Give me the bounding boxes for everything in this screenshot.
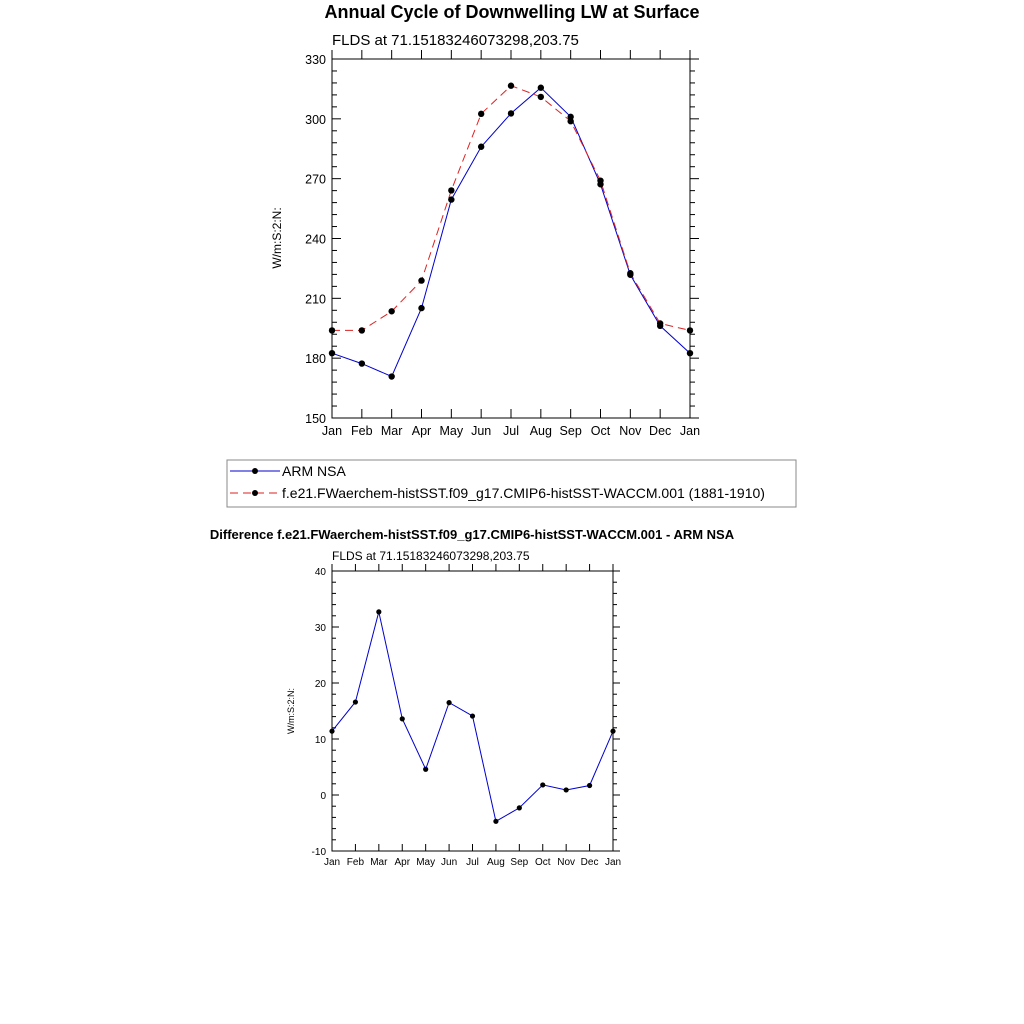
data-point (537, 93, 545, 101)
x-tick-label: Jan (324, 857, 340, 868)
x-tick-label: Aug (530, 424, 552, 438)
data-point (586, 782, 593, 789)
y-tick-label: 240 (305, 233, 326, 247)
legend-label-arm-nsa: ARM NSA (282, 463, 346, 479)
difference-subtitle: FLDS at 71.15183246073298,203.75 (332, 549, 530, 563)
difference-axis-ticks: Jan Feb Mar Apr May Jun Jul Aug Sep Oct Nov Dec Jan-… (312, 564, 621, 868)
x-tick-label: Nov (557, 857, 575, 868)
x-tick-label: Jan (322, 424, 342, 438)
y-tick-label: -10 (312, 847, 327, 858)
y-tick-label: 0 (320, 791, 326, 802)
data-point (540, 782, 546, 788)
y-tick-label: 150 (305, 412, 326, 426)
data-point (610, 728, 616, 734)
legend-box (226, 459, 797, 508)
data-point (563, 787, 569, 793)
axis-ticks: Jan Feb Mar Apr May Jun Jul Aug Sep Oct Nov Dec Jan1… (305, 50, 700, 438)
data-point (448, 187, 455, 194)
data-point (376, 609, 382, 615)
x-tick-label: Dec (649, 424, 671, 438)
data-point (537, 84, 545, 91)
series-line-1 (332, 85, 691, 331)
data-point (477, 143, 485, 150)
chart-title: Annual Cycle of Downwelling LW at Surfac… (324, 2, 699, 22)
y-tick-label: 30 (315, 623, 327, 634)
y-tick-label: 270 (305, 173, 326, 187)
data-point (328, 327, 336, 334)
chart-subtitle: FLDS at 71.15183246073298,203.75 (332, 32, 579, 49)
data-point (328, 349, 336, 357)
y-axis-label: W/m:S:2:N: (270, 207, 284, 268)
y-tick-label: 210 (305, 292, 326, 306)
x-tick-label: Feb (351, 424, 373, 438)
data-point (418, 304, 425, 312)
data-point (358, 327, 366, 334)
data-point (567, 118, 574, 125)
x-tick-label: Nov (619, 424, 642, 438)
data-point (388, 373, 395, 380)
data-point (329, 728, 335, 734)
x-tick-label: May (440, 424, 464, 438)
x-tick-label: May (416, 857, 435, 868)
data-point (399, 716, 405, 722)
legend-label-model: f.e21.FWaerchem-histSST.f09_g17.CMIP6-hi… (282, 485, 765, 501)
data-point (597, 177, 604, 184)
y-tick-label: 330 (305, 53, 326, 67)
x-tick-label: Oct (535, 857, 551, 868)
x-tick-label: Jun (441, 857, 457, 868)
series-line-0 (331, 87, 691, 378)
data-point (388, 308, 395, 315)
x-tick-label: Sep (560, 424, 582, 438)
y-tick-label: 300 (305, 113, 326, 127)
data-point (477, 110, 485, 118)
annual-cycle-chart: Annual Cycle of Downwelling LW at Surfac… (270, 2, 700, 438)
data-point (418, 277, 425, 284)
data-point (493, 818, 499, 824)
x-tick-label: Mar (381, 424, 403, 438)
x-tick-label: Sep (510, 857, 528, 868)
data-point (469, 713, 476, 719)
legend-marker-model (252, 490, 258, 496)
x-tick-label: Aug (487, 857, 505, 868)
y-tick-label: 10 (315, 735, 327, 746)
series-lines (331, 85, 691, 378)
legend-marker-arm-nsa (252, 468, 258, 474)
x-tick-label: Dec (581, 857, 599, 868)
data-point (686, 327, 694, 334)
data-point (516, 805, 522, 811)
difference-chart: Difference f.e21.FWaerchem-histSST.f09_g… (210, 527, 735, 868)
y-tick-label: 180 (305, 352, 326, 366)
x-tick-label: Feb (347, 857, 365, 868)
data-point (656, 320, 664, 327)
data-point (446, 700, 452, 706)
x-tick-label: Jul (503, 424, 519, 438)
x-tick-label: Jul (466, 857, 479, 868)
x-tick-label: Apr (412, 424, 431, 438)
legend: ARM NSA f.e21.FWaerchem-histSST.f09_g17.… (226, 459, 797, 508)
data-point (448, 196, 455, 203)
x-tick-label: Jan (605, 857, 621, 868)
x-tick-label: Jan (680, 424, 700, 438)
difference-title: Difference f.e21.FWaerchem-histSST.f09_g… (210, 527, 735, 542)
data-point (567, 113, 574, 121)
x-tick-label: Oct (591, 424, 611, 438)
difference-plot-frame (331, 570, 614, 852)
x-tick-label: Mar (370, 857, 388, 868)
data-point (358, 360, 366, 367)
data-point (627, 270, 634, 277)
y-tick-label: 40 (315, 567, 327, 578)
data-point (507, 82, 515, 89)
data-point (352, 699, 359, 705)
data-point (507, 110, 515, 117)
y-tick-label: 20 (315, 679, 327, 690)
difference-series-points (329, 609, 616, 824)
x-tick-label: Apr (394, 857, 410, 868)
x-tick-label: Jun (471, 424, 491, 438)
data-point (423, 766, 429, 772)
difference-y-axis-label: W/m:S:2:N: (286, 688, 296, 734)
series-points (328, 82, 694, 380)
data-point (686, 349, 694, 357)
